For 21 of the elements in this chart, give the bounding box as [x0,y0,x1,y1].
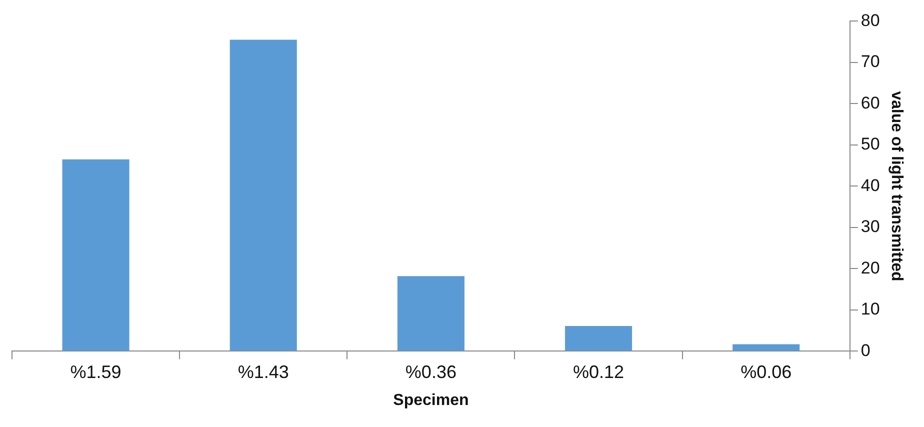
y-tick-label: 50 [860,134,880,154]
x-tick-label: %0.06 [740,362,792,382]
bar [230,40,297,351]
y-tick-label: 70 [860,52,880,72]
y-tick-label: 80 [860,10,880,30]
x-tick-label: %0.12 [573,362,624,382]
y-tick-label: 60 [860,93,880,112]
bar [732,344,800,351]
x-tick-label: %1.59 [70,362,122,382]
x-tick-label: %1.43 [238,362,289,382]
bar [62,159,130,351]
y-tick-label: 20 [860,258,880,278]
x-axis-title: Specimen [393,392,469,409]
y-tick-label: 30 [860,217,880,236]
y-tick-label: 40 [860,176,880,195]
bar [397,276,464,351]
y-tick-label: 0 [860,340,870,360]
y-axis-title: value of light transmitted [888,91,905,282]
x-tick-label: %0.36 [405,362,456,382]
bar [565,326,632,351]
y-tick-label: 10 [860,300,880,319]
